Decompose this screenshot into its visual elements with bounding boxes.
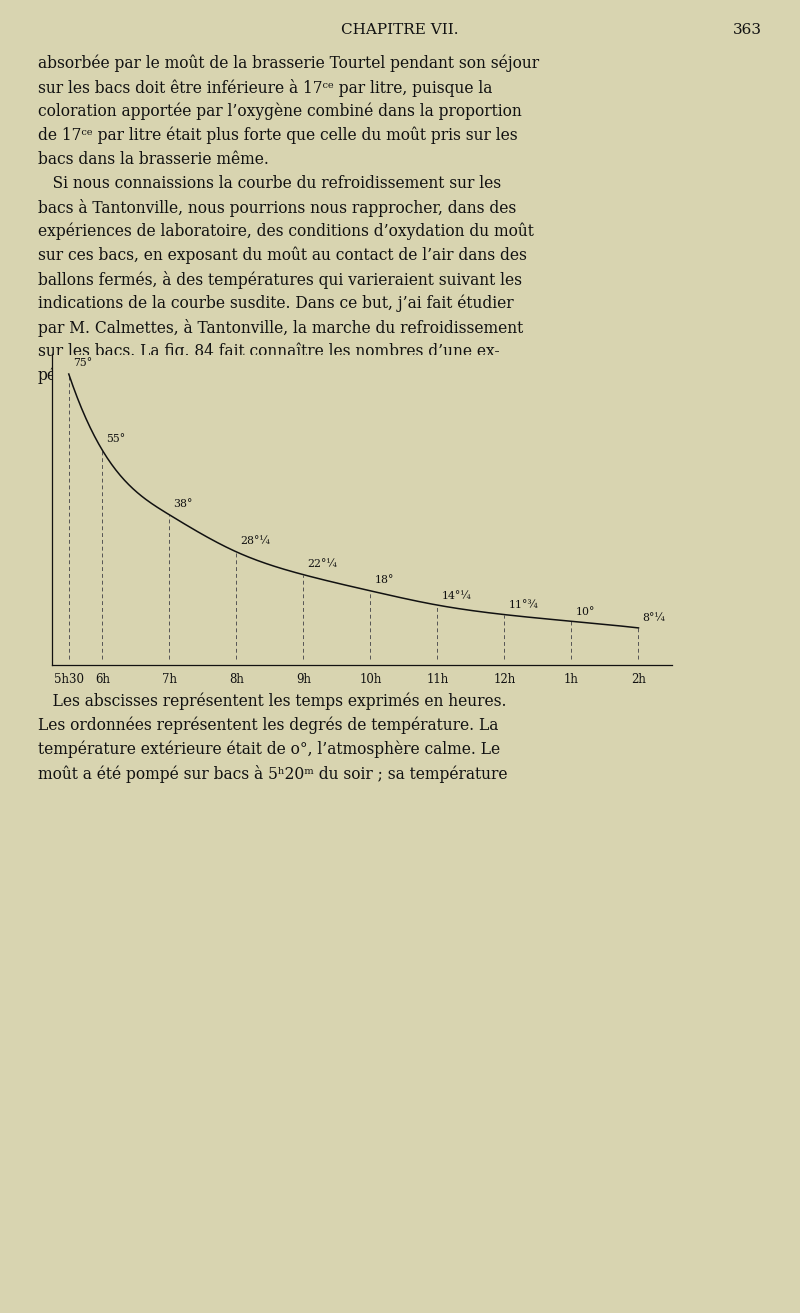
Text: 10°: 10° — [575, 607, 595, 617]
Text: bacs dans la brasserie même.: bacs dans la brasserie même. — [38, 151, 269, 168]
Text: de 17ᶜᵉ par litre était plus forte que celle du moût pris sur les: de 17ᶜᵉ par litre était plus forte que c… — [38, 127, 518, 144]
Text: 8°¼: 8°¼ — [642, 613, 666, 624]
Text: Les ordonnées représentent les degrés de température. La: Les ordonnées représentent les degrés de… — [38, 717, 498, 734]
Text: 363: 363 — [733, 24, 762, 37]
Text: absorbée par le moût de la brasserie Tourtel pendant son séjour: absorbée par le moût de la brasserie Tou… — [38, 55, 539, 72]
Text: 75°: 75° — [73, 358, 92, 369]
Text: bacs à Tantonville, nous pourrions nous rapprocher, dans des: bacs à Tantonville, nous pourrions nous … — [38, 200, 516, 217]
Text: 14°¼: 14°¼ — [442, 591, 471, 600]
Text: Si nous connaissions la courbe du refroidissement sur les: Si nous connaissions la courbe du refroi… — [38, 175, 501, 192]
Text: sur ces bacs, en exposant du moût au contact de l’air dans des: sur ces bacs, en exposant du moût au con… — [38, 247, 527, 264]
Text: 11°¾: 11°¾ — [509, 600, 538, 611]
Text: 38°: 38° — [174, 499, 193, 509]
Text: moût a été pompé sur bacs à 5ʰ20ᵐ du soir ; sa température: moût a été pompé sur bacs à 5ʰ20ᵐ du soi… — [38, 765, 507, 783]
Text: Les abscisses représentent les temps exprimés en heures.: Les abscisses représentent les temps exp… — [38, 693, 506, 710]
Text: 28°¼: 28°¼ — [240, 536, 270, 546]
Text: 18°: 18° — [374, 575, 394, 586]
Text: Fig. 84.: Fig. 84. — [374, 395, 426, 410]
Text: sur les bacs. La ﬁg. 84 fait connaître les nombres d’une ex-: sur les bacs. La ﬁg. 84 fait connaître l… — [38, 343, 500, 361]
Text: expériences de laboratoire, des conditions d’oxydation du moût: expériences de laboratoire, des conditio… — [38, 223, 534, 240]
Text: périence.: périence. — [38, 368, 111, 385]
Text: ballons fermés, à des températures qui varieraient suivant les: ballons fermés, à des températures qui v… — [38, 270, 522, 289]
Text: Courbe de refroidissement du moût sur les bacs (18 décembre 1875).: Courbe de refroidissement du moût sur le… — [98, 415, 579, 429]
Text: coloration apportée par l’oxygène combiné dans la proportion: coloration apportée par l’oxygène combin… — [38, 102, 522, 121]
Text: par M. Calmettes, à Tantonville, la marche du refroidissement: par M. Calmettes, à Tantonville, la marc… — [38, 319, 523, 337]
Text: température extérieure était de o°, l’atmosphère calme. Le: température extérieure était de o°, l’at… — [38, 741, 500, 759]
Text: indications de la courbe susdite. Dans ce but, j’ai fait étudier: indications de la courbe susdite. Dans c… — [38, 295, 514, 312]
Text: 55°: 55° — [106, 435, 126, 444]
Text: 22°¼: 22°¼ — [307, 559, 338, 569]
Text: CHAPITRE VII.: CHAPITRE VII. — [342, 24, 458, 37]
Text: sur les bacs doit être inférieure à 17ᶜᵉ par litre, puisque la: sur les bacs doit être inférieure à 17ᶜᵉ… — [38, 79, 492, 97]
